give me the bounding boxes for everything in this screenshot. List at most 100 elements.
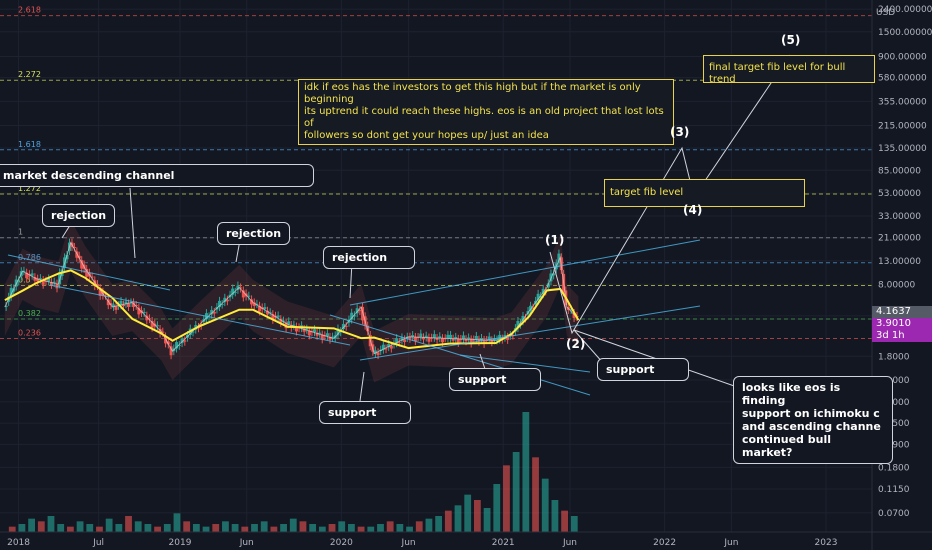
channel-line-1	[49, 284, 351, 346]
candle-body-184	[490, 340, 494, 343]
volume-bar-5	[57, 524, 65, 532]
annotation-support-1[interactable]: support	[319, 401, 411, 424]
price-line	[4, 241, 579, 355]
fib-label-7: 0.382	[18, 309, 41, 318]
volume-bar-23	[231, 524, 239, 532]
candle-body-210	[557, 253, 561, 264]
candle-body-83	[223, 297, 227, 303]
volume-bar-9	[96, 526, 103, 532]
annotation-final-target[interactable]: final target fib level for bull trend	[703, 55, 875, 85]
channel-line-2	[349, 239, 701, 306]
volume-bar-31	[309, 524, 317, 532]
candle-body-35	[95, 284, 99, 287]
candle-body-94	[252, 302, 256, 307]
candle-body-12	[36, 278, 40, 282]
candle-body-29	[80, 260, 84, 269]
volume-bar-27	[270, 526, 278, 532]
candle-body-129	[344, 325, 348, 327]
volume-bar-15	[154, 526, 161, 532]
annotation-ichimoku-support[interactable]: looks like eos is finding support on ich…	[733, 376, 893, 464]
candle-body-110	[294, 326, 298, 332]
candle-body-187	[498, 334, 502, 340]
candle-body-158	[422, 337, 426, 340]
annotation-investors-note[interactable]: idk if eos has the investors to get this…	[298, 79, 674, 145]
alt-price-badge: 3.9010	[872, 318, 932, 330]
candle-body-109	[292, 324, 296, 326]
volume-bar-30	[299, 521, 307, 532]
volume-bar-4	[47, 516, 55, 532]
candle-body-84	[225, 299, 229, 302]
x-tick-label-10: 2023	[815, 538, 838, 548]
candle-body-39	[106, 299, 110, 306]
annotation-descending-channel[interactable]: market descending channel	[0, 164, 314, 187]
annotation-rejection-2[interactable]: rejection	[217, 222, 291, 245]
y-tick-label-17: 0.7000	[878, 398, 910, 408]
candle-body-26	[72, 246, 76, 248]
candle-body-60	[161, 331, 165, 333]
volume-bar-41	[406, 526, 413, 532]
fib-label-0: 2.618	[18, 6, 41, 15]
fib-label-3: 1.272	[18, 184, 41, 193]
candle-body-194	[516, 320, 520, 329]
volume-bar-53	[522, 412, 530, 532]
candle-body-157	[419, 333, 423, 338]
annotation-rejection-1[interactable]: rejection	[42, 204, 116, 227]
candle-body-208	[552, 273, 556, 276]
candle-body-33	[90, 276, 94, 278]
annotation-support-3[interactable]: support	[597, 358, 689, 381]
volume-bar-14	[144, 524, 152, 532]
candle-body-215	[569, 309, 573, 311]
annotation-target-fib[interactable]: target fib level	[604, 179, 805, 207]
y-tick-label-0: 2400.00000	[878, 5, 932, 15]
volume-bar-42	[415, 521, 423, 532]
candle-body-11	[33, 277, 37, 281]
candle-body-44	[119, 300, 123, 306]
annotation-support-2[interactable]: support	[449, 368, 541, 391]
x-tick-label-8: 2022	[653, 538, 676, 548]
x-tick-label-9: Jun	[723, 538, 738, 548]
candle-body-143	[381, 344, 385, 350]
candle-body-66	[177, 345, 181, 347]
volume-bar-48	[473, 500, 481, 532]
candle-body-119	[318, 332, 322, 334]
candle-body-159	[424, 335, 428, 338]
volume-bar-17	[173, 513, 181, 532]
moving-average-line	[4, 269, 580, 350]
candle-body-181	[482, 339, 486, 345]
volume-bar-58	[570, 516, 578, 532]
fib-label-6: 0.5	[18, 276, 31, 285]
ichimoku-cloud	[4, 219, 579, 383]
volume-bar-44	[435, 516, 443, 532]
candle-body-8	[25, 272, 29, 279]
volume-bar-22	[222, 521, 229, 532]
candle-body-200	[531, 307, 535, 309]
fib-label-4: 1	[18, 228, 23, 237]
last-price-badge: 4.1637	[872, 306, 932, 318]
annotation-rejection-3[interactable]: rejection	[323, 246, 415, 269]
candle-body-2	[9, 287, 13, 297]
currency-label: USD	[876, 8, 896, 18]
candle-body-55	[147, 318, 151, 320]
candle-body-79	[212, 311, 216, 314]
candle-body-133	[355, 308, 359, 314]
wave-label-3: (3)	[670, 125, 690, 139]
volume-bar-39	[386, 521, 394, 532]
candle-body-10	[30, 273, 34, 276]
candle-body-202	[536, 293, 540, 301]
candle-body-148	[395, 338, 399, 344]
x-tick-label-4: 2020	[330, 538, 353, 548]
channel-line-0	[7, 254, 171, 291]
candle-body-17	[49, 282, 53, 285]
volume-bar-34	[338, 521, 346, 532]
y-tick-label-3: 580.00000	[878, 74, 927, 84]
candle-body-42	[114, 306, 118, 310]
candle-body-196	[521, 315, 525, 322]
candle-body-89	[239, 287, 243, 289]
candle-body-5	[17, 280, 21, 282]
candle-body-65	[175, 342, 179, 349]
countdown-badge: 3d 1h	[872, 330, 932, 342]
candle-body-0	[4, 305, 8, 307]
volume-bar-33	[328, 524, 336, 532]
candle-body-82	[220, 304, 224, 306]
